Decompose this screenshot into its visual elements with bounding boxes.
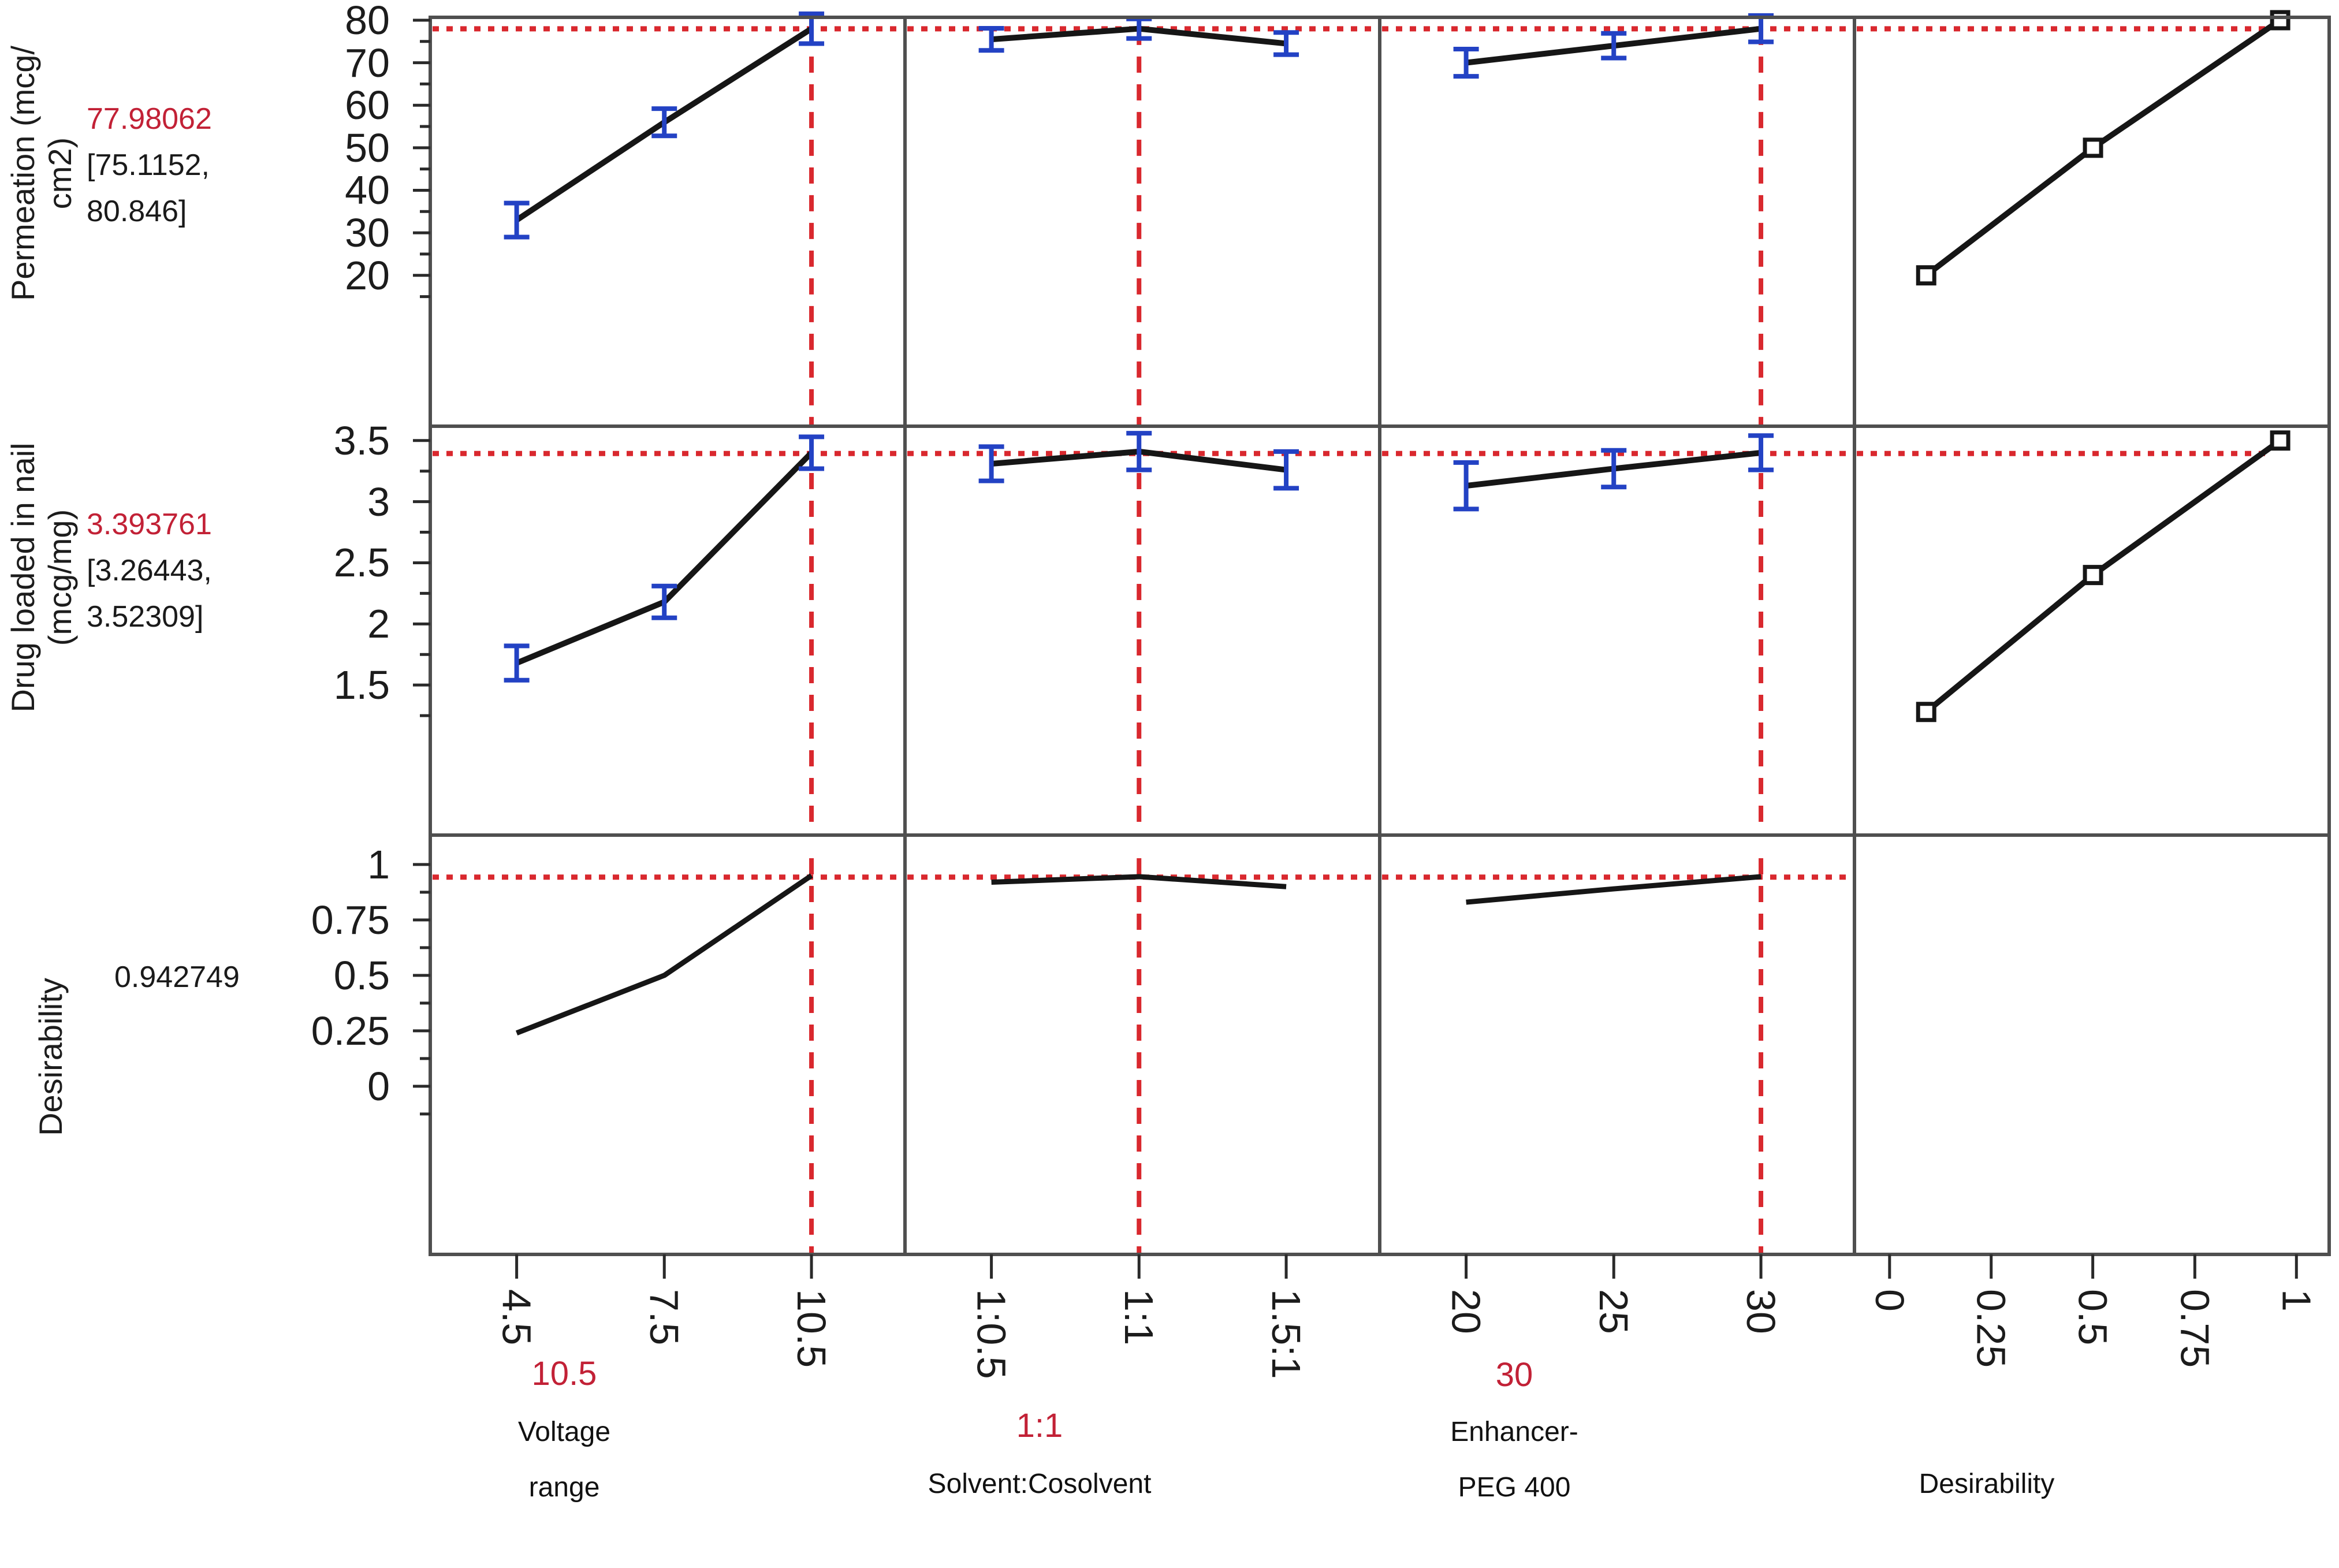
factor-name-voltage-line2: range: [528, 1472, 600, 1503]
current-setting-voltage: 10.5: [531, 1355, 597, 1392]
x-tick-label: 25: [1591, 1289, 1637, 1334]
y-tick-label: 1.5: [333, 662, 390, 708]
panel-r2c1: [433, 434, 903, 833]
response-label-drug-loaded: Drug loaded in nail (mcg/mg): [5, 442, 78, 713]
grid-separator-h1: [430, 424, 2329, 428]
desirability-marker-square: [2083, 565, 2103, 586]
grid-separator-v3: [1853, 17, 1856, 1254]
response-label-permeation: Permeation (mcg/ cm2): [5, 46, 78, 301]
response-label-desirability: Desirability: [32, 978, 69, 1136]
y-tick-label: 40: [345, 167, 390, 213]
factor-name-enhancer-line1: Enhancer-: [1450, 1417, 1578, 1447]
panel-r1c2: [907, 16, 1378, 424]
grid-separator-h2: [430, 833, 2329, 837]
desirability-trace: [1924, 438, 2282, 714]
predicted-value: 77.98062: [87, 102, 212, 136]
y-tick-label: 1: [367, 841, 390, 887]
panel-r3c4: [1854, 835, 2329, 1254]
x-tick-label: 1:0.5: [969, 1289, 1014, 1379]
y-tick-label: 0.25: [311, 1008, 390, 1053]
trace-line: [515, 450, 814, 666]
ci-high: 3.52309]: [87, 600, 204, 634]
y-tick-label: 3.5: [333, 418, 390, 463]
panel-r2c4: [1857, 430, 2290, 722]
panel-r3c1: [433, 858, 903, 1253]
y-tick-label: 3: [367, 479, 390, 524]
x-tick-label: 1: [2274, 1289, 2319, 1312]
panel-r2c3: [1382, 433, 1853, 833]
factor-name-solvent: Solvent:Cosolvent: [928, 1469, 1152, 1499]
grid-separator-v2: [1378, 17, 1381, 1254]
ci-low: [75.1152,: [87, 148, 210, 182]
panel-r1c4: [1857, 10, 2290, 286]
x-tick-label: 0.5: [2070, 1289, 2115, 1346]
predicted-block-desirability: 0.942749: [114, 954, 240, 1000]
predicted-block-permeation: 77.98062 [75.1152, 80.846]: [87, 96, 212, 234]
y-tick-label: 0: [367, 1063, 390, 1109]
panel-r3c3: [1382, 858, 1853, 1253]
predicted-value: 0.942749: [114, 960, 240, 994]
grid-border-bottom: [429, 1253, 2331, 1256]
ci-high: 80.846]: [87, 195, 187, 228]
y-tick-label: 70: [345, 40, 390, 85]
predicted-value: 3.393761: [87, 508, 212, 541]
x-tick-label: 0.75: [2172, 1289, 2218, 1368]
panel-r2c2: [907, 431, 1378, 833]
grid-separator-v1: [903, 17, 907, 1254]
x-tick-label: 10.5: [789, 1289, 835, 1368]
y-tick-label: 0.75: [311, 897, 390, 943]
y-tick-label: 30: [345, 210, 390, 256]
x-tick-label: 1.5:1: [1264, 1289, 1309, 1379]
y-tick-label: 2.5: [333, 540, 390, 586]
desirability-marker-square: [1916, 702, 1936, 722]
desirability-marker-square: [2270, 10, 2290, 31]
trace-line: [991, 874, 1287, 889]
panel-r3c2: [907, 858, 1378, 1253]
desirability-marker-square: [1916, 265, 1936, 286]
predicted-block-drug-loaded: 3.393761 [3.26443, 3.52309]: [87, 501, 212, 640]
x-tick-label: 0.25: [1968, 1289, 2014, 1368]
panel-r1c3: [1382, 13, 1853, 424]
y-axis-ticks: [413, 18, 430, 1116]
current-setting-solvent: 1:1: [1016, 1407, 1063, 1444]
ci-low: [3.26443,: [87, 554, 212, 587]
factor-name-voltage-line1: Voltage: [517, 1417, 611, 1447]
desirability-trace: [1924, 17, 2282, 278]
y-tick-label: 80: [345, 0, 390, 43]
x-tick-label: 1:1: [1116, 1289, 1162, 1346]
x-tick-label: 30: [1738, 1289, 1784, 1334]
panel-r1c1: [433, 11, 903, 424]
y-tick-label: 60: [345, 83, 390, 128]
desirability-marker-square: [2270, 430, 2290, 451]
x-tick-label: 7.5: [642, 1289, 687, 1346]
desirability-marker-square: [2083, 137, 2103, 158]
y-tick-label: 2: [367, 601, 390, 647]
x-tick-label: 20: [1443, 1289, 1489, 1334]
factor-name-desirability: Desirability: [1919, 1469, 2055, 1499]
y-tick-label: 50: [345, 125, 390, 170]
y-tick-label: 0.5: [333, 952, 390, 998]
x-tick-label: 0: [1867, 1289, 1912, 1312]
trace-line: [515, 873, 813, 1036]
grid-border-left: [429, 17, 432, 1254]
factor-name-enhancer-line2: PEG 400: [1458, 1472, 1571, 1503]
x-axis-ticks: [515, 1254, 2298, 1279]
y-tick-label: 20: [345, 252, 390, 298]
grid-border-right: [2327, 17, 2331, 1254]
trace-line: [1466, 874, 1761, 905]
x-tick-label: 4.5: [494, 1289, 539, 1346]
current-setting-enhancer: 30: [1495, 1356, 1533, 1394]
